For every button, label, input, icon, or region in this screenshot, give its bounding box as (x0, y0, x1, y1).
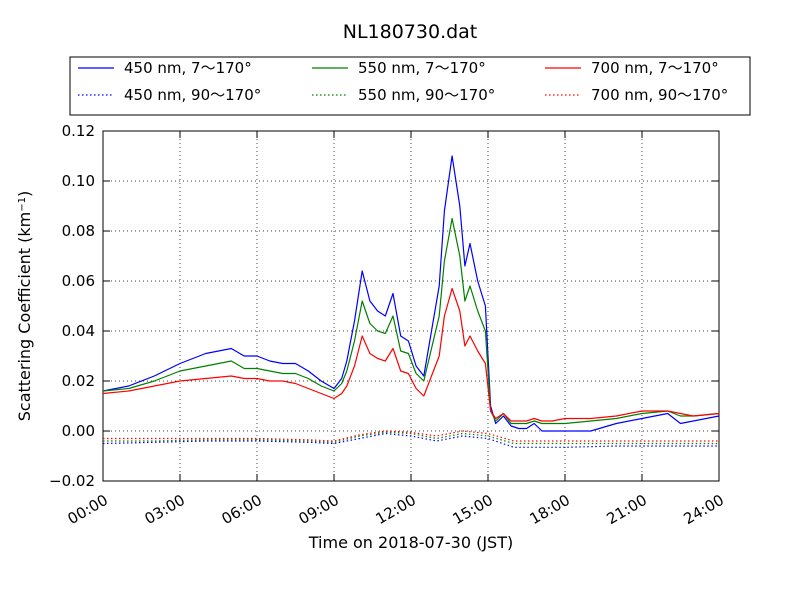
y-tick-label: 0.08 (62, 222, 95, 240)
y-axis-label-unit-exponent: −1 (17, 197, 28, 212)
legend-label: 550 nm, 7～170° (358, 59, 486, 77)
legend-label: 700 nm, 90～170° (591, 86, 728, 104)
y-tick-label: 0.04 (62, 322, 95, 340)
x-tick-label: 24:00 (681, 491, 727, 528)
legend-label: 450 nm, 90～170° (124, 86, 261, 104)
x-tick-label: 00:00 (65, 491, 111, 528)
x-tick-label: 03:00 (142, 491, 188, 528)
x-axis-label: Time on 2018-07-30 (JST) (308, 533, 513, 552)
plot-area: −0.02 0.00 0.02 0.04 0.06 0.08 0.10 0.12 00:00 0… (49, 122, 727, 528)
y-tick-label: 0.10 (62, 172, 95, 190)
y-tick-label: 0.06 (62, 272, 95, 290)
x-tick-label: 09:00 (296, 491, 342, 528)
chart-title: NL180730.dat (343, 21, 478, 43)
x-tick-label: 12:00 (373, 491, 419, 528)
series-line-1 (102, 432, 719, 448)
series-line-2 (102, 217, 720, 425)
legend-label: 450 nm, 7～170° (124, 59, 252, 77)
series-line-0 (102, 155, 720, 432)
y-axis-label: Scattering Coefficient (km−1) (15, 191, 34, 422)
x-tick-label: 18:00 (527, 491, 573, 528)
x-tick-label: 15:00 (450, 491, 496, 528)
y-axis-label-main: Scattering Coefficient (km (15, 212, 34, 422)
y-axis-label-close: ) (15, 191, 34, 197)
series-layer (102, 155, 720, 448)
legend-label: 550 nm, 90～170° (358, 86, 495, 104)
y-tick-label: 0.02 (62, 372, 95, 390)
x-tick-label: 21:00 (604, 491, 650, 528)
x-tick-label: 06:00 (219, 491, 265, 528)
legend-label: 700 nm, 7～170° (591, 59, 719, 77)
y-tick-label: 0.00 (62, 422, 95, 440)
legend-frame (69, 56, 751, 116)
series-line-3 (103, 431, 719, 445)
legend: 450 nm, 7～170° 450 nm, 90～170° 550 nm, 7～1… (69, 56, 751, 116)
y-axis-ticks: −0.02 0.00 0.02 0.04 0.06 0.08 0.10 0.12 (49, 122, 719, 490)
series-line-5 (103, 430, 719, 442)
gridlines (103, 131, 719, 481)
y-tick-label: 0.12 (62, 122, 95, 140)
y-tick-label: −0.02 (49, 472, 95, 490)
series-line-4 (102, 287, 720, 422)
